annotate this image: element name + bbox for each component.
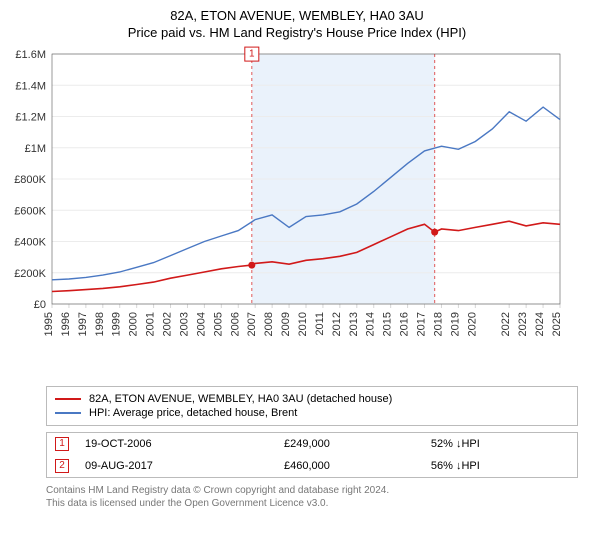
svg-text:1996: 1996 [60, 312, 72, 336]
svg-text:£1.2M: £1.2M [15, 112, 46, 124]
svg-text:2006: 2006 [229, 312, 241, 336]
svg-text:2010: 2010 [297, 312, 309, 336]
date-cell: 09-AUG-2017 [77, 455, 276, 477]
svg-text:£1M: £1M [25, 143, 46, 155]
svg-text:2005: 2005 [212, 312, 224, 336]
svg-text:£0: £0 [34, 299, 46, 311]
footer: Contains HM Land Registry data © Crown c… [46, 484, 578, 510]
page-title: 82A, ETON AVENUE, WEMBLEY, HA0 3AU [6, 8, 588, 23]
svg-text:2013: 2013 [348, 312, 360, 336]
svg-text:£600K: £600K [14, 205, 46, 217]
svg-text:2001: 2001 [145, 312, 157, 336]
legend-swatch [55, 398, 81, 400]
svg-text:2011: 2011 [314, 312, 326, 336]
pct-cell: 56%HPI [423, 455, 577, 477]
svg-text:2003: 2003 [178, 312, 190, 336]
svg-text:2022: 2022 [500, 312, 512, 336]
price-cell: £249,000 [276, 433, 423, 455]
legend-label: HPI: Average price, detached house, Bren… [89, 407, 297, 419]
svg-text:1997: 1997 [77, 312, 89, 336]
svg-text:1999: 1999 [111, 312, 123, 336]
table-row: 2 09-AUG-2017 £460,000 56%HPI [47, 455, 577, 477]
svg-text:£400K: £400K [14, 237, 46, 249]
table-row: 1 19-OCT-2006 £249,000 52%HPI [47, 433, 577, 455]
svg-text:£200K: £200K [14, 268, 46, 280]
legend-label: 82A, ETON AVENUE, WEMBLEY, HA0 3AU (deta… [89, 393, 392, 405]
date-cell: 19-OCT-2006 [77, 433, 276, 455]
data-table: 1 19-OCT-2006 £249,000 52%HPI 2 09-AUG-2… [46, 432, 578, 478]
svg-text:2008: 2008 [263, 312, 275, 336]
marker-badge: 1 [55, 437, 69, 451]
svg-text:2015: 2015 [382, 312, 394, 336]
svg-text:2016: 2016 [399, 312, 411, 336]
svg-text:£1.6M: £1.6M [15, 49, 46, 61]
svg-text:2023: 2023 [517, 312, 529, 336]
footer-line: Contains HM Land Registry data © Crown c… [46, 484, 578, 497]
svg-text:2007: 2007 [246, 312, 258, 336]
svg-text:2009: 2009 [280, 312, 292, 336]
legend: 82A, ETON AVENUE, WEMBLEY, HA0 3AU (deta… [46, 386, 578, 426]
chart-area: £0 £200K £400K £600K £800K £1M £1.2M £1.4M £1.6M… [6, 46, 588, 380]
svg-text:1998: 1998 [94, 312, 106, 336]
svg-text:2004: 2004 [195, 312, 207, 336]
price-cell: £460,000 [276, 455, 423, 477]
pct-cell: 52%HPI [423, 433, 577, 455]
svg-text:2019: 2019 [449, 312, 461, 336]
svg-text:2020: 2020 [466, 312, 478, 336]
legend-item: 82A, ETON AVENUE, WEMBLEY, HA0 3AU (deta… [55, 393, 569, 405]
svg-text:2014: 2014 [365, 312, 377, 336]
svg-text:2018: 2018 [432, 312, 444, 336]
footer-line: This data is licensed under the Open Gov… [46, 497, 578, 510]
svg-text:2017: 2017 [416, 312, 428, 336]
line-chart: £0 £200K £400K £600K £800K £1M £1.2M £1.4M £1.6M… [6, 46, 566, 380]
legend-item: HPI: Average price, detached house, Bren… [55, 407, 569, 419]
marker-badge: 2 [55, 459, 69, 473]
svg-text:2002: 2002 [162, 312, 174, 336]
svg-text:1995: 1995 [43, 312, 55, 336]
svg-text:£800K: £800K [14, 174, 46, 186]
svg-text:1: 1 [249, 49, 255, 60]
page-subtitle: Price paid vs. HM Land Registry's House … [6, 25, 588, 40]
legend-swatch [55, 412, 81, 414]
svg-text:2000: 2000 [128, 312, 140, 336]
svg-text:£1.4M: £1.4M [15, 80, 46, 92]
svg-text:2025: 2025 [551, 312, 563, 336]
svg-text:2024: 2024 [534, 312, 546, 336]
svg-text:2012: 2012 [331, 312, 343, 336]
